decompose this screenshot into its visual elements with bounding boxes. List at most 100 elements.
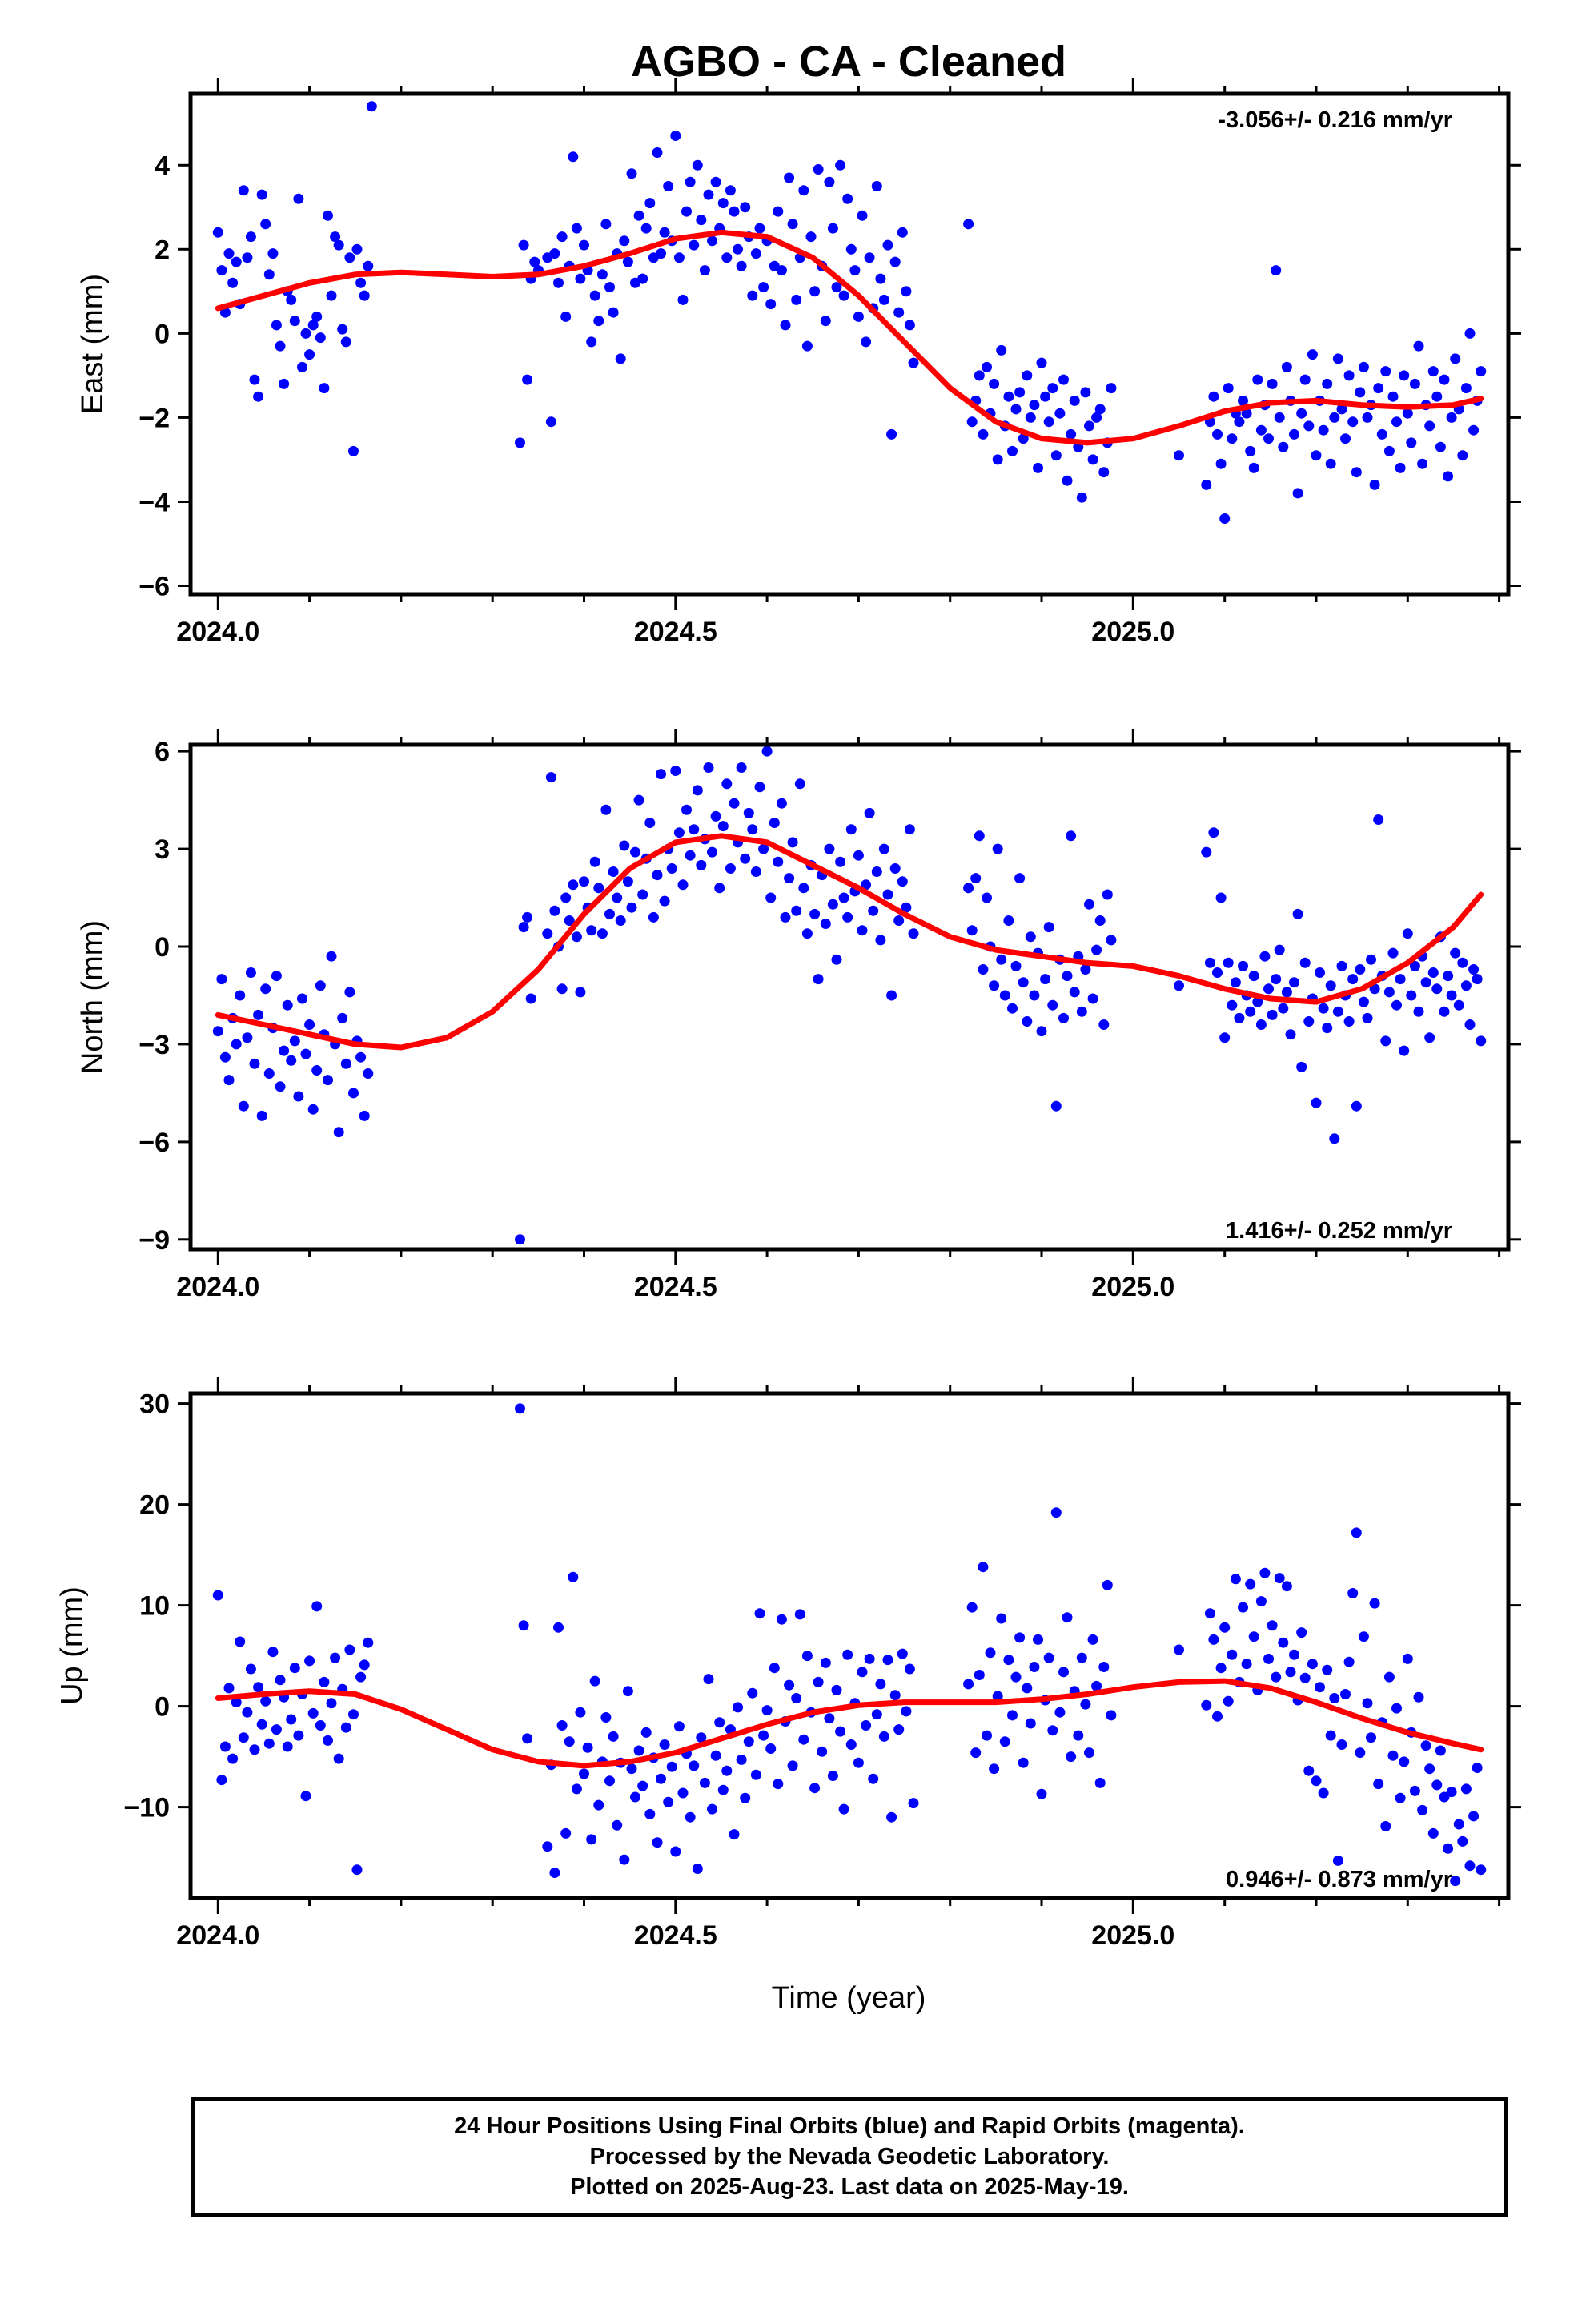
up-data-point xyxy=(1402,1653,1413,1664)
up-data-point xyxy=(864,1653,875,1664)
north-data-point xyxy=(784,873,795,884)
up-data-point xyxy=(747,1687,758,1699)
up-data-point xyxy=(549,1868,560,1878)
east-data-point xyxy=(556,231,568,243)
east-data-point xyxy=(1427,366,1439,377)
up-data-point xyxy=(260,1695,271,1707)
east-data-point xyxy=(791,294,802,305)
up-data-point xyxy=(293,1730,304,1741)
north-y-axis-label: North (mm) xyxy=(76,920,110,1074)
north-data-point xyxy=(216,974,227,985)
up-data-point xyxy=(824,1713,835,1724)
north-data-point xyxy=(886,990,897,1001)
up-data-point xyxy=(307,1707,319,1719)
up-data-layer xyxy=(212,1403,1487,1887)
north-data-point xyxy=(765,892,777,903)
up-data-point xyxy=(1464,1860,1476,1872)
up-data-point xyxy=(1029,1662,1040,1672)
east-data-point xyxy=(1263,433,1274,444)
up-data-point xyxy=(1054,1707,1066,1718)
up-data-point xyxy=(355,1671,367,1683)
up-data-point xyxy=(784,1679,795,1691)
east-data-point xyxy=(293,193,304,204)
north-data-point xyxy=(348,1088,359,1099)
east-data-point xyxy=(633,210,644,221)
east-data-point xyxy=(355,277,367,288)
north-data-point xyxy=(1391,999,1402,1011)
north-data-point xyxy=(1204,957,1215,968)
up-data-point xyxy=(1355,1747,1366,1759)
east-data-point xyxy=(529,256,540,267)
north-data-point xyxy=(1091,944,1102,955)
north-data-point xyxy=(1409,960,1420,971)
up-data-point xyxy=(593,1799,604,1811)
up-data-point xyxy=(267,1647,279,1658)
up-data-point xyxy=(1446,1787,1457,1798)
up-data-point xyxy=(673,1721,685,1732)
east-data-point xyxy=(286,294,297,305)
up-data-point xyxy=(787,1760,798,1771)
east-data-point xyxy=(754,223,765,234)
east-data-point xyxy=(363,260,374,271)
north-data-point xyxy=(1102,889,1113,900)
north-data-point xyxy=(300,1048,311,1059)
up-data-point xyxy=(978,1562,989,1573)
north-data-point xyxy=(703,762,714,773)
up-data-point xyxy=(619,1854,630,1865)
up-data-point xyxy=(1460,1783,1472,1795)
up-data-point xyxy=(754,1608,765,1619)
east-data-point xyxy=(878,294,889,305)
east-data-point xyxy=(1399,370,1410,381)
east-data-point xyxy=(740,202,751,213)
up-data-point xyxy=(1263,1653,1274,1664)
up-data-point xyxy=(999,1736,1010,1747)
east-data-point xyxy=(784,172,795,183)
north-data-point xyxy=(363,1068,374,1079)
north-data-point xyxy=(842,911,853,923)
north-data-point xyxy=(1373,814,1384,825)
east-data-point xyxy=(1307,349,1318,360)
east-data-point xyxy=(820,316,831,327)
north-data-point xyxy=(1355,964,1366,975)
up-data-point xyxy=(330,1652,341,1663)
up-data-point xyxy=(827,1771,838,1781)
east-data-point xyxy=(974,370,985,381)
up-data-point xyxy=(1315,1682,1325,1693)
east-data-point xyxy=(256,189,267,200)
up-data-point xyxy=(1014,1632,1026,1643)
up-x-tick-label: 2024.5 xyxy=(634,1920,717,1951)
up-data-point xyxy=(1267,1620,1278,1631)
north-data-point xyxy=(982,892,992,903)
north-data-point xyxy=(1358,996,1369,1007)
up-data-point xyxy=(1238,1602,1248,1613)
north-data-point xyxy=(1050,1100,1062,1112)
north-data-point xyxy=(1234,1012,1245,1023)
north-data-point xyxy=(515,1234,525,1245)
east-data-point xyxy=(1450,353,1461,364)
up-data-point xyxy=(1369,1598,1380,1609)
north-data-point xyxy=(974,830,985,842)
north-data-point xyxy=(1255,1019,1267,1030)
up-data-point xyxy=(212,1590,223,1601)
north-data-point xyxy=(311,1065,323,1076)
north-data-point xyxy=(717,821,729,832)
north-data-point xyxy=(596,928,608,939)
up-data-point xyxy=(842,1649,853,1660)
north-data-point xyxy=(1007,1003,1018,1014)
up-data-point xyxy=(1062,1612,1073,1623)
north-data-point xyxy=(1395,974,1406,985)
east-x-tick-label: 2024.0 xyxy=(176,617,259,647)
east-data-point xyxy=(340,336,351,348)
north-data-point xyxy=(637,889,648,900)
up-data-point xyxy=(518,1620,529,1631)
east-data-point xyxy=(622,256,633,267)
north-data-point xyxy=(1362,1012,1373,1023)
north-data-point xyxy=(271,971,282,982)
footer-line-1: 24 Hour Positions Using Final Orbits (bl… xyxy=(454,2113,1245,2139)
north-data-point xyxy=(813,974,824,985)
up-fit-line xyxy=(215,1678,1484,1769)
up-data-point xyxy=(1227,1649,1238,1660)
up-data-point xyxy=(256,1719,267,1730)
east-data-point xyxy=(640,223,652,234)
up-data-point xyxy=(1340,1689,1351,1699)
